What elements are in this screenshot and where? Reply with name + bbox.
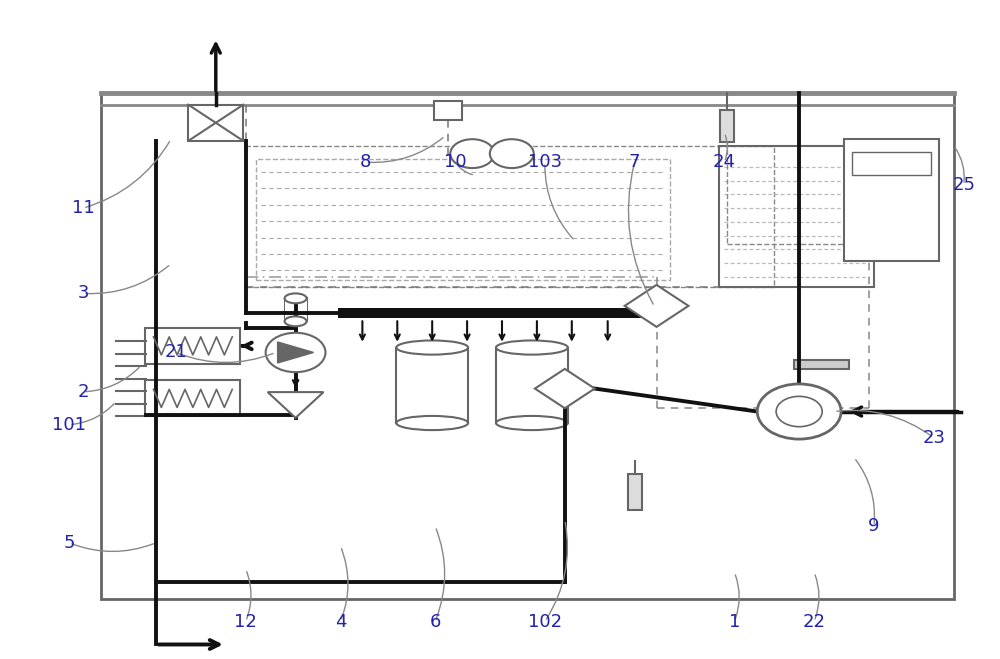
Text: 1: 1 bbox=[729, 612, 740, 631]
Text: 4: 4 bbox=[335, 612, 346, 631]
Text: 3: 3 bbox=[77, 285, 89, 302]
Text: 10: 10 bbox=[444, 153, 466, 171]
Bar bbox=[844, 139, 939, 260]
Text: 5: 5 bbox=[63, 534, 75, 552]
Text: 22: 22 bbox=[803, 612, 826, 631]
Bar bbox=[188, 105, 243, 141]
Polygon shape bbox=[535, 369, 595, 408]
Ellipse shape bbox=[396, 341, 468, 355]
Ellipse shape bbox=[496, 416, 568, 430]
Ellipse shape bbox=[496, 341, 568, 355]
Bar bbox=[145, 380, 240, 416]
Bar bbox=[720, 109, 734, 142]
Bar bbox=[101, 94, 954, 598]
Polygon shape bbox=[268, 392, 323, 418]
Text: 9: 9 bbox=[868, 517, 880, 535]
Ellipse shape bbox=[285, 293, 307, 303]
Text: 102: 102 bbox=[528, 612, 562, 631]
Ellipse shape bbox=[396, 416, 468, 430]
Text: 12: 12 bbox=[234, 612, 257, 631]
Text: 24: 24 bbox=[713, 153, 736, 171]
Polygon shape bbox=[625, 285, 688, 327]
Polygon shape bbox=[278, 342, 314, 363]
Ellipse shape bbox=[285, 316, 307, 326]
Bar bbox=[852, 152, 931, 175]
Bar bbox=[256, 159, 670, 280]
Bar bbox=[719, 146, 874, 287]
Bar bbox=[246, 146, 774, 287]
Text: 6: 6 bbox=[429, 612, 441, 631]
Text: 7: 7 bbox=[629, 153, 640, 171]
Circle shape bbox=[776, 396, 822, 426]
Circle shape bbox=[757, 384, 841, 439]
Circle shape bbox=[490, 139, 534, 168]
Bar bbox=[338, 308, 665, 318]
Text: 101: 101 bbox=[52, 416, 86, 434]
Bar bbox=[794, 360, 849, 369]
Circle shape bbox=[450, 139, 494, 168]
Bar bbox=[285, 299, 307, 322]
Text: 23: 23 bbox=[922, 429, 945, 447]
Bar bbox=[396, 347, 468, 423]
Text: 21: 21 bbox=[164, 343, 187, 362]
Bar bbox=[145, 328, 240, 364]
Text: 103: 103 bbox=[528, 153, 562, 171]
Bar bbox=[434, 101, 462, 119]
Bar bbox=[496, 347, 568, 423]
Text: 2: 2 bbox=[77, 383, 89, 401]
Text: 8: 8 bbox=[360, 153, 371, 171]
Bar bbox=[628, 474, 642, 510]
Circle shape bbox=[266, 333, 325, 372]
Text: 11: 11 bbox=[72, 199, 95, 217]
Text: 25: 25 bbox=[952, 176, 975, 194]
